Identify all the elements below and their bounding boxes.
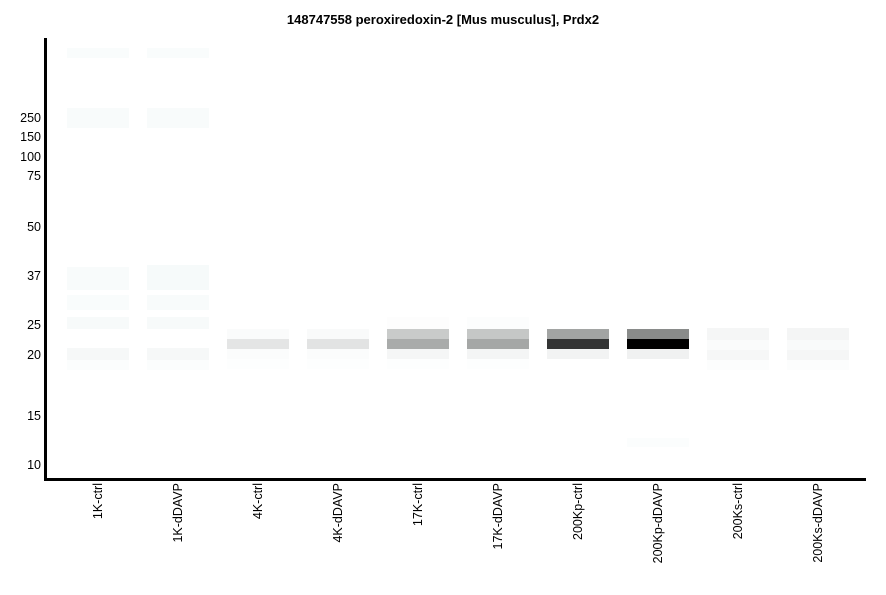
band (147, 360, 209, 370)
y-tick-label-250: 250 (20, 111, 41, 125)
x-tick-label-1K-ctrl: 1K-ctrl (91, 483, 105, 520)
band (67, 108, 129, 128)
y-tick-label-20: 20 (27, 348, 41, 362)
band (387, 359, 449, 369)
band (547, 349, 609, 359)
band (147, 295, 209, 310)
band (707, 350, 769, 360)
band (387, 339, 449, 349)
x-tick-label-17K-ctrl: 17K-ctrl (411, 483, 425, 527)
band (467, 339, 529, 349)
band (147, 348, 209, 360)
band (387, 329, 449, 339)
band (67, 267, 129, 290)
band (707, 340, 769, 350)
band (307, 349, 369, 359)
x-tick-label-4K-dDAVP: 4K-dDAVP (331, 483, 345, 543)
band (147, 317, 209, 329)
band (547, 329, 609, 339)
x-tick-label-200Kp-dDAVP: 200Kp-dDAVP (651, 483, 665, 564)
band (227, 339, 289, 349)
band (147, 48, 209, 58)
band (387, 317, 449, 329)
y-tick-label-50: 50 (27, 220, 41, 234)
x-tick-label-200Ks-dDAVP: 200Ks-dDAVP (811, 483, 825, 563)
band (307, 359, 369, 369)
x-tick-label-17K-dDAVP: 17K-dDAVP (491, 483, 505, 550)
y-tick-label-25: 25 (27, 318, 41, 332)
y-tick-label-100: 100 (20, 150, 41, 164)
x-tick-label-4K-ctrl: 4K-ctrl (251, 483, 265, 520)
band (467, 359, 529, 369)
band (67, 48, 129, 58)
band (467, 349, 529, 359)
band (67, 360, 129, 370)
band (787, 328, 849, 340)
y-axis-line (44, 38, 47, 481)
x-tick-label-1K-dDAVP: 1K-dDAVP (171, 483, 185, 543)
band (307, 339, 369, 349)
band (787, 340, 849, 350)
band (67, 317, 129, 329)
band (627, 329, 689, 339)
band (627, 438, 689, 447)
band (147, 108, 209, 128)
band (467, 317, 529, 329)
band (787, 360, 849, 370)
x-axis-line (44, 478, 866, 481)
band (387, 349, 449, 359)
band (707, 328, 769, 340)
x-tick-label-200Kp-ctrl: 200Kp-ctrl (571, 483, 585, 540)
y-tick-label-15: 15 (27, 409, 41, 423)
y-tick-label-10: 10 (27, 458, 41, 472)
band (227, 349, 289, 359)
band (547, 339, 609, 349)
x-tick-label-200Ks-ctrl: 200Ks-ctrl (731, 483, 745, 540)
band (67, 348, 129, 360)
band (467, 329, 529, 339)
band (627, 339, 689, 349)
band (627, 349, 689, 359)
band (67, 295, 129, 310)
band (307, 329, 369, 339)
band (227, 359, 289, 369)
band (227, 329, 289, 339)
y-tick-label-37: 37 (27, 269, 41, 283)
y-tick-label-75: 75 (27, 169, 41, 183)
band (707, 360, 769, 370)
y-tick-label-150: 150 (20, 130, 41, 144)
band (787, 350, 849, 360)
figure-title: 148747558 peroxiredoxin-2 [Mus musculus]… (286, 12, 600, 27)
band (147, 265, 209, 290)
